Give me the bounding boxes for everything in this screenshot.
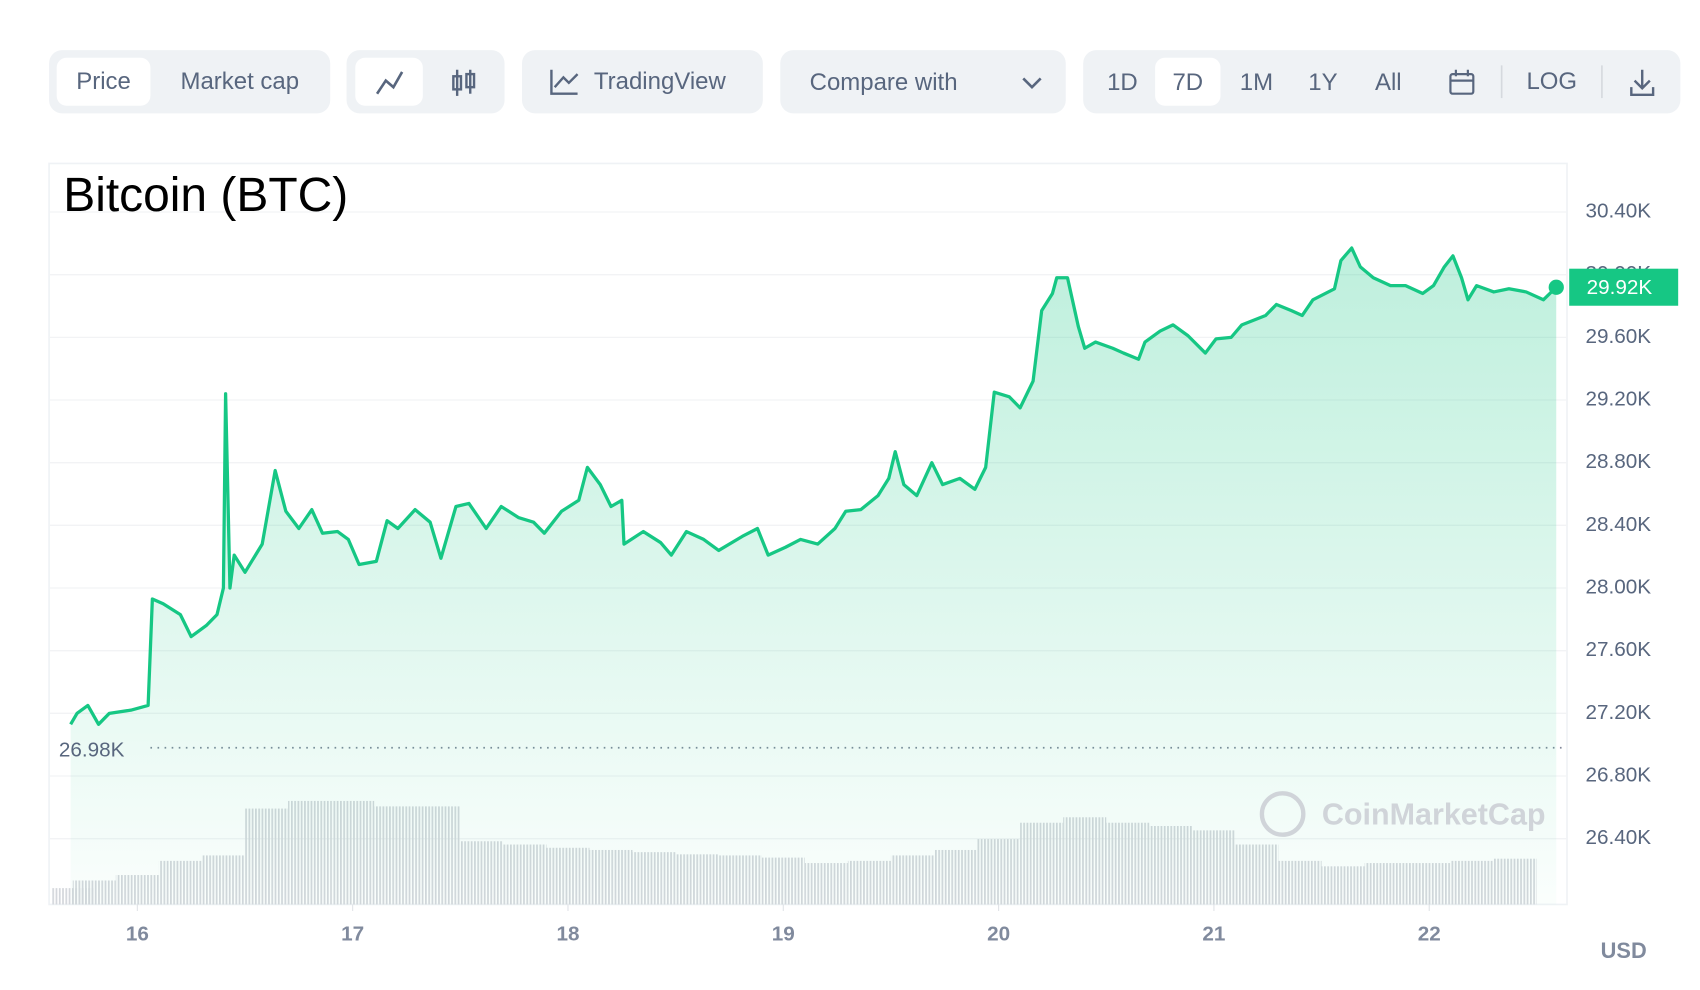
price-area [70,248,1557,905]
log-button[interactable]: LOG [1526,68,1577,95]
y-tick-label: 29.60K [1586,325,1652,348]
tab[interactable]: Market cap [180,68,299,95]
download-icon[interactable] [1630,69,1655,97]
range-button[interactable]: All [1375,69,1402,96]
x-tick-label: 16 [126,922,149,945]
tab-active-bg [56,57,151,106]
y-tick-label: 28.80K [1586,450,1652,473]
last-point [1548,279,1564,295]
chart-title: Bitcoin (BTC) [63,169,348,222]
plot [49,211,1568,911]
range-button[interactable]: 7D [1172,69,1203,96]
y-tick-label: 27.20K [1586,701,1652,724]
range-group [1083,50,1681,114]
x-tick-label: 17 [341,922,364,945]
range-button[interactable]: 1M [1240,69,1273,96]
y-tick-label: 28.00K [1586,575,1652,598]
y-tick-label: 27.60K [1586,638,1652,661]
price-line [69,246,1558,726]
x-tick-label: 19 [772,922,795,945]
range-button[interactable]: 1D [1107,69,1138,96]
compare-dropdown[interactable] [780,50,1066,114]
currency-label: USD [1601,938,1647,963]
watermark-logo [1259,791,1306,837]
tradingview-icon [550,69,579,95]
range-button[interactable]: 1Y [1308,69,1337,96]
y-tick-label: 28.40K [1586,513,1652,536]
price-tag-label: 29.92K [1587,276,1653,299]
x-tick-label: 18 [556,922,579,945]
line-icon [375,71,404,95]
y-tick-label: 29.20K [1586,387,1652,410]
tradingview-button[interactable] [521,50,763,114]
calendar-icon[interactable] [1449,69,1475,95]
x-tick-label: 22 [1418,922,1441,945]
y-tick-label: 26.40K [1586,826,1652,849]
tab[interactable]: Price [76,68,131,95]
compare-label: Compare with [810,69,958,96]
y-tick-label: 30.40K [1586,199,1652,222]
x-tick-label: 20 [987,922,1010,945]
watermark: CoinMarketCap [1322,797,1546,831]
tradingview-label: TradingView [594,68,727,95]
price-tag [1569,268,1679,306]
x-tick-label: 21 [1202,922,1225,945]
baseline-label: 26.98K [59,739,125,762]
range-active-bg [1155,57,1221,106]
candle-icon[interactable] [452,69,476,96]
y-tick-label: 26.80K [1586,763,1652,786]
chevron-icon [1022,77,1042,90]
